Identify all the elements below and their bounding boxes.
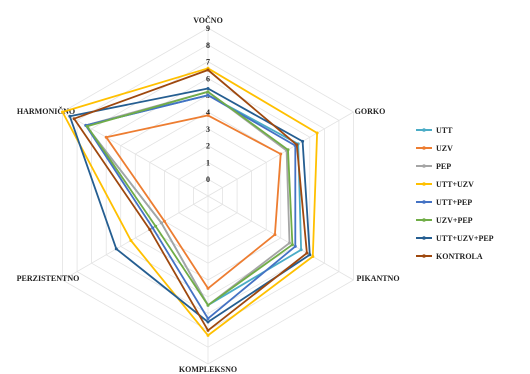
data-point <box>299 248 303 252</box>
legend-marker <box>422 164 426 168</box>
tick-label: 8 <box>206 41 210 50</box>
data-point <box>308 253 312 257</box>
legend-item: UTT+UZV <box>416 180 474 189</box>
series-lines <box>61 66 319 337</box>
legend-label: UTT+UZV <box>436 180 474 189</box>
data-point <box>301 139 305 143</box>
axis-label-vočno: VOČNO <box>193 15 223 25</box>
legend-item: UZV+PEP <box>416 216 473 225</box>
data-point <box>290 243 294 247</box>
data-point <box>305 251 309 255</box>
data-point <box>206 93 210 97</box>
axis-labels: VOČNO GORKO PIKANTNO KOMPLEKSNO PERZISTENTNO… <box>17 15 400 374</box>
axis-label-kompleksno: KOMPLEKSNO <box>179 365 237 374</box>
legend-label: KONTROLA <box>436 252 483 261</box>
data-point <box>206 328 210 332</box>
data-point <box>206 317 210 321</box>
data-point <box>206 68 210 72</box>
data-point <box>206 87 210 90</box>
legend-label: UZV+PEP <box>436 216 473 225</box>
axis-label-pikantno: PIKANTNO <box>356 274 399 283</box>
legend-label: UZV <box>436 144 453 153</box>
data-point <box>68 114 72 118</box>
legend-marker <box>422 128 426 132</box>
legend-marker <box>422 182 426 186</box>
legend-item: UTT+UZV+PEP <box>416 234 494 243</box>
data-point <box>104 135 108 139</box>
data-point <box>206 286 210 290</box>
legend-marker <box>422 200 426 204</box>
legend-item: PEP <box>416 162 451 171</box>
legend-item: UZV <box>416 144 453 153</box>
grid-spoke <box>62 195 209 281</box>
data-point <box>206 320 210 324</box>
axis-label-gorko: GORKO <box>355 107 386 116</box>
data-point <box>85 124 89 128</box>
data-point <box>114 247 118 251</box>
legend-item: UTT <box>416 126 453 135</box>
data-point <box>61 110 64 114</box>
legend-item: KONTROLA <box>416 252 483 261</box>
data-point <box>315 131 319 135</box>
tick-label: 4 <box>206 108 210 117</box>
data-point <box>311 255 315 258</box>
data-point <box>151 226 155 230</box>
legend-label: UTT <box>436 126 453 135</box>
grid-spoke <box>207 195 354 281</box>
data-point <box>293 244 297 248</box>
data-point <box>206 333 210 337</box>
data-point <box>279 152 283 156</box>
legend-label: UTT+UZV+PEP <box>436 234 494 243</box>
legend-label: UTT+PEP <box>436 198 472 207</box>
data-point <box>154 224 158 228</box>
data-point <box>206 113 210 117</box>
tick-label: 3 <box>206 125 210 134</box>
data-point <box>159 221 163 225</box>
tick-label: 7 <box>206 58 210 67</box>
data-point <box>206 303 210 307</box>
tick-label: 2 <box>206 142 210 151</box>
legend-marker <box>422 254 426 258</box>
legend-marker <box>422 236 426 240</box>
data-point <box>286 148 290 152</box>
legend-label: PEP <box>436 162 451 171</box>
data-point <box>129 239 133 242</box>
legend-marker <box>422 218 426 222</box>
data-point <box>162 219 166 223</box>
data-point <box>273 233 277 237</box>
tick-label: 6 <box>206 74 210 83</box>
legend: UTT UZV PEP UTT+UZV UTT+PEP UZV+PEP UTT+UZV+PE… <box>416 126 494 261</box>
data-point <box>72 117 76 121</box>
data-point <box>206 90 210 94</box>
legend-item: UTT+PEP <box>416 198 472 207</box>
axis-label-perzistentno: PERZISTENTNO <box>17 274 80 283</box>
data-point <box>148 228 152 232</box>
tick-label: 0 <box>206 175 210 184</box>
axis-label-harmonično: HARMONIČNO <box>17 106 75 116</box>
data-point <box>288 241 291 245</box>
tick-label: 9 <box>206 24 210 33</box>
data-point <box>295 143 299 147</box>
tick-label: 1 <box>206 158 210 167</box>
legend-marker <box>422 146 426 150</box>
